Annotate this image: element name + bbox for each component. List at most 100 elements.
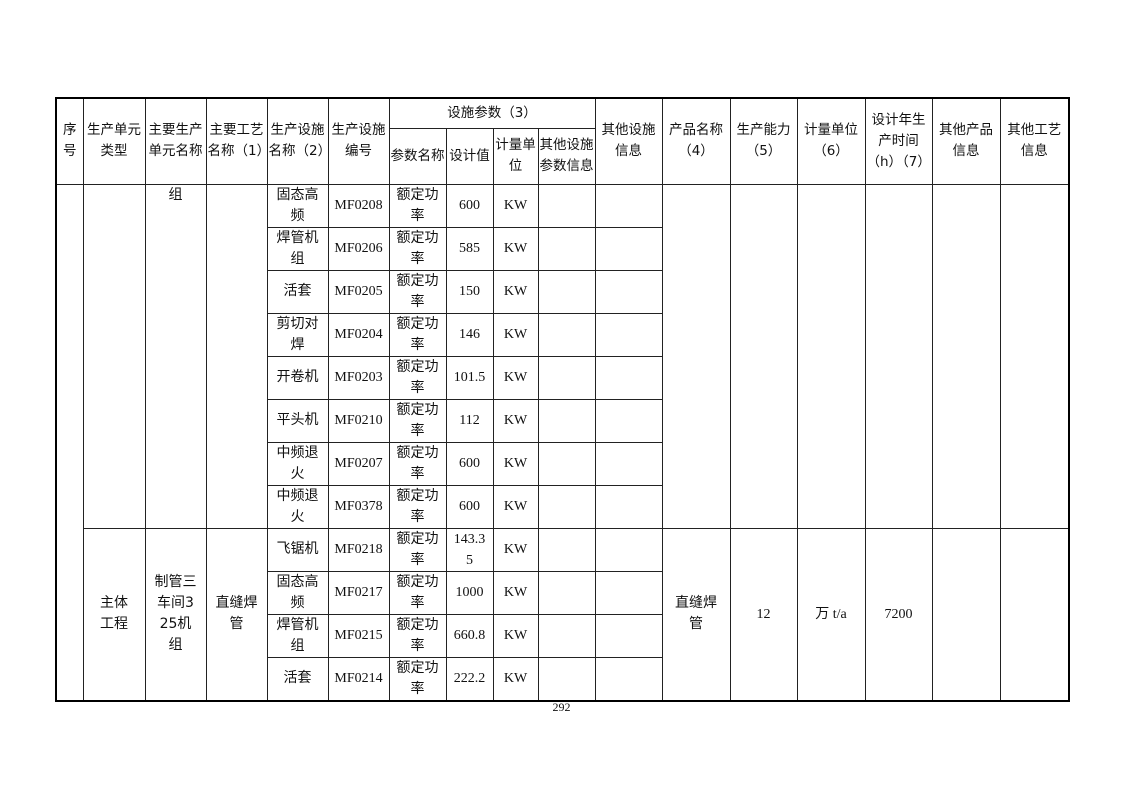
param-name-cell: 额定功率 — [388, 656, 447, 701]
process-cell — [205, 183, 268, 529]
param-name-cell-text: 额定功率 — [396, 444, 439, 482]
facility-name-cell-text: 活套 — [283, 283, 312, 299]
unit-name-cell-text: 制管三车间325机组 — [154, 574, 197, 653]
header-other-process: 其他工艺信息 — [999, 97, 1070, 185]
other-facility-cell — [594, 656, 663, 701]
other-param-cell — [537, 312, 596, 357]
facility-name-cell-text: 固态高频 — [276, 573, 319, 611]
param-name-cell-text: 额定功率 — [396, 186, 439, 224]
facility-name-cell: 中频退火 — [266, 441, 329, 486]
table-row: 组固态高频 MF0208 额定功率 600 KW — [55, 183, 1070, 701]
design-value-cell-text: 143.35 — [453, 531, 486, 568]
product-cell-text: 直缝焊管 — [675, 595, 717, 632]
facility-code-cell-text: MF0206 — [334, 241, 383, 256]
facility-code-cell-text: MF0203 — [334, 370, 383, 385]
other-product-cell — [931, 527, 1001, 701]
header-capacity: 生产能力（5） — [729, 97, 798, 185]
design-value-cell-text: 600 — [459, 198, 480, 213]
other-facility-cell — [594, 398, 663, 443]
facility-name-cell: 焊管机组 — [266, 226, 329, 271]
other-facility-cell — [594, 183, 663, 228]
header-unit-type: 生产单元类型 — [82, 97, 146, 185]
unit-cell: KW — [492, 398, 539, 443]
param-name-cell: 额定功率 — [388, 484, 447, 529]
hours-cell-text: 7200 — [884, 606, 913, 622]
param-name-cell-text: 额定功率 — [396, 573, 439, 611]
unit-type-cell-text: 主体工程 — [99, 595, 128, 632]
facility-code-cell: MF0378 — [327, 484, 390, 529]
table-row: 开卷机 MF0203 额定功率 101.5 KW — [56, 355, 1069, 400]
unit-cell: KW — [492, 226, 539, 271]
other-param-cell — [537, 613, 596, 658]
other-param-cell — [537, 355, 596, 400]
design-value-cell-text: 600 — [459, 499, 480, 514]
design-value-cell-text: 660.8 — [453, 628, 486, 643]
other-facility-cell — [594, 527, 663, 572]
facility-name-cell: 固态高频 — [266, 183, 329, 228]
facility-code-cell: MF0207 — [327, 441, 390, 486]
other-param-cell — [537, 527, 596, 572]
unit-cell: KW — [492, 527, 539, 572]
header-other-product: 其他产品信息 — [931, 97, 1001, 185]
unit-type-cell: 主体工程 — [82, 527, 146, 701]
hours-cell: 7200 — [864, 527, 933, 701]
facility-name-cell: 固态高频 — [266, 570, 329, 615]
header-unit: 计量单位 — [492, 127, 539, 185]
design-value-cell: 222.2 — [445, 656, 494, 701]
facility-name-cell: 开卷机 — [266, 355, 329, 400]
facility-name-cell-text: 固态高频 — [276, 186, 319, 224]
process-cell: 直缝焊管 — [205, 527, 268, 701]
table-row: 焊管机组 MF0215 额定功率 660.8 KW — [56, 613, 1069, 658]
facility-code-cell: MF0206 — [327, 226, 390, 271]
facility-name-cell-text: 中频退火 — [276, 487, 319, 525]
other-param-cell — [537, 183, 596, 228]
facility-code-cell-text: MF0208 — [334, 198, 383, 213]
facility-code-cell: MF0214 — [327, 656, 390, 701]
param-name-cell-text: 额定功率 — [396, 229, 439, 267]
facility-code-cell-text: MF0205 — [334, 284, 383, 299]
table-row: 焊管机组 MF0206 额定功率 585 KW — [56, 226, 1069, 271]
facility-code-cell-text: MF0218 — [334, 542, 383, 557]
unit-cell-text: KW — [503, 198, 528, 213]
table-row: 剪切对焊 MF0204 额定功率 146 KW — [56, 312, 1069, 357]
header-cap-unit: 计量单位（6） — [796, 97, 866, 185]
page-number: 292 — [552, 700, 571, 714]
facility-name-cell-text: 飞锯机 — [276, 541, 319, 557]
facility-code-cell-text: MF0215 — [334, 628, 383, 643]
facility-name-cell-text: 焊管机组 — [276, 229, 319, 267]
facility-code-cell: MF0215 — [327, 613, 390, 658]
facility-name-cell: 活套 — [266, 656, 329, 701]
other-facility-cell — [594, 441, 663, 486]
param-name-cell: 额定功率 — [388, 269, 447, 314]
param-name-cell: 额定功率 — [388, 398, 447, 443]
unit-cell-text: KW — [503, 542, 528, 557]
header-hours: 设计年生产时间（h）（7） — [864, 97, 933, 185]
param-name-cell-text: 额定功率 — [396, 659, 439, 697]
design-value-cell: 600 — [445, 183, 494, 228]
other-param-cell — [537, 441, 596, 486]
unit-cell: KW — [492, 355, 539, 400]
other-param-cell — [537, 226, 596, 271]
facility-name-cell: 剪切对焊 — [266, 312, 329, 357]
facility-name-cell: 平头机 — [266, 398, 329, 443]
unit-cell: KW — [492, 183, 539, 228]
design-value-cell-text: 222.2 — [453, 671, 486, 686]
facility-name-cell-text: 活套 — [283, 670, 312, 686]
design-value-cell: 150 — [445, 269, 494, 314]
design-value-cell-text: 101.5 — [453, 370, 486, 385]
other-facility-cell — [594, 570, 663, 615]
design-value-cell: 143.35 — [445, 527, 494, 572]
facility-code-cell-text: MF0214 — [334, 671, 383, 686]
unit-cell-text: KW — [503, 413, 528, 428]
header-other-facility: 其他设施信息 — [594, 97, 663, 185]
facility-code-cell: MF0205 — [327, 269, 390, 314]
capacity-cell — [729, 183, 798, 529]
unit-name-cell: 组 — [144, 183, 207, 529]
design-value-cell: 660.8 — [445, 613, 494, 658]
unit-cell-text: KW — [503, 370, 528, 385]
facility-code-cell-text: MF0210 — [334, 413, 383, 428]
param-name-cell-text: 额定功率 — [396, 530, 439, 568]
facility-name-cell: 飞锯机 — [266, 527, 329, 572]
product-cell: 直缝焊管 — [661, 527, 731, 701]
unit-cell: KW — [492, 570, 539, 615]
